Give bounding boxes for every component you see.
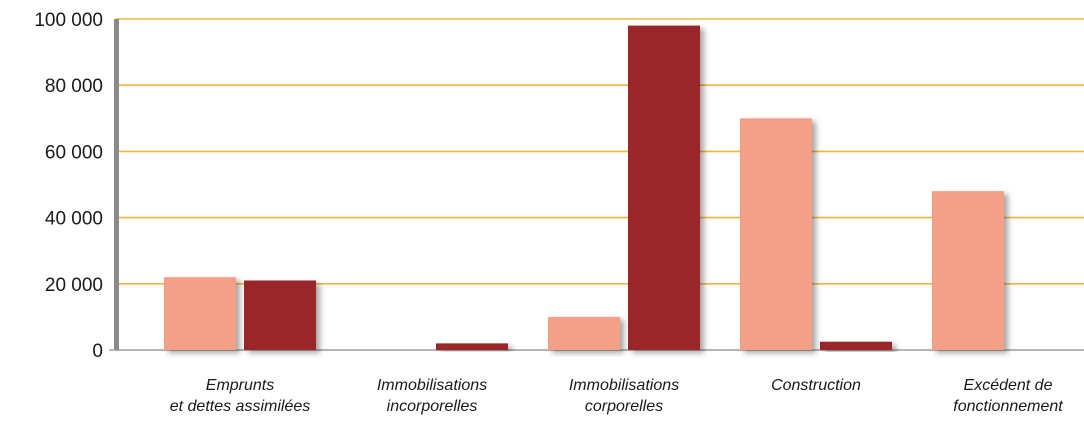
bar — [932, 191, 1004, 350]
y-tick-label: 20 000 — [45, 275, 103, 296]
x-category-label: Excédent de fonctionnement — [953, 377, 1063, 415]
bar — [740, 118, 812, 350]
y-tick-label: 100 000 — [34, 10, 103, 31]
bar — [628, 25, 700, 351]
x-category-label: Emprunts et dettes assimilées — [170, 377, 311, 415]
x-category-label-line: Immobilisations — [569, 377, 679, 394]
bar — [244, 280, 316, 350]
x-category-label: Immobilisations corporelles — [569, 377, 679, 415]
x-category-labels: Emprunts et dettes assimilées Immobilisati… — [170, 377, 1064, 415]
x-category-label: Immobilisations incorporelles — [377, 377, 487, 415]
x-category-label-line: Immobilisations — [377, 377, 487, 394]
x-category-label-line: incorporelles — [387, 398, 478, 415]
y-tick-label: 60 000 — [45, 142, 103, 163]
x-category-label-line: Excédent de — [964, 377, 1053, 394]
bar — [820, 341, 892, 350]
gridlines — [116, 18, 1084, 285]
bar — [548, 316, 620, 350]
bar — [164, 277, 236, 350]
y-axis-line — [114, 19, 119, 350]
x-category-label-line: corporelles — [585, 398, 663, 415]
y-tick-labels: 0 20 000 40 000 60 000 80 000 100 000 — [34, 10, 103, 362]
bars — [164, 25, 1004, 351]
x-category-label-line: et dettes assimilées — [170, 398, 311, 415]
x-category-label-line: Emprunts — [206, 377, 274, 394]
y-tick-label: 80 000 — [45, 76, 103, 97]
y-tick-label: 40 000 — [45, 209, 103, 230]
x-category-label: Construction — [771, 377, 861, 394]
x-category-label-line: Construction — [771, 377, 861, 394]
x-category-label-line: fonctionnement — [953, 398, 1063, 415]
y-tick-label: 0 — [92, 341, 103, 362]
bar — [436, 343, 508, 350]
